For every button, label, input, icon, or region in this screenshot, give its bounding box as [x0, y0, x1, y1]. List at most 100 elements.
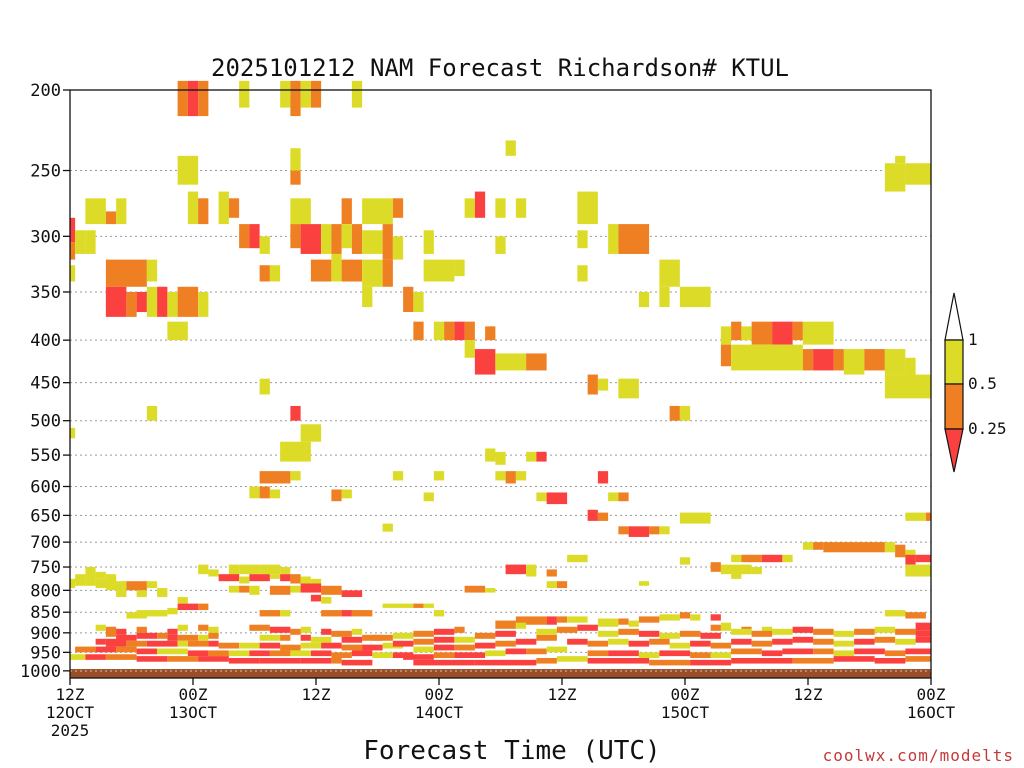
site-credit[interactable]: coolwx.com/modelts	[823, 746, 1014, 765]
ri-cell	[177, 80, 188, 117]
ri-cell	[259, 634, 281, 641]
ri-cell	[228, 564, 240, 577]
ri-cell	[495, 353, 527, 371]
ri-cell	[228, 650, 250, 657]
ri-cell	[300, 642, 322, 649]
x-tick-label: 00Z	[917, 685, 946, 704]
ri-cell	[321, 610, 342, 617]
x-tick-label: 12Z	[794, 685, 823, 704]
plot-frame	[69, 89, 932, 679]
y-tick-label: 800	[30, 581, 61, 601]
ri-cell	[300, 80, 311, 108]
ri-cell	[536, 634, 557, 641]
ri-cell	[300, 576, 311, 586]
ri-cell	[874, 636, 896, 643]
ri-cell	[167, 291, 178, 317]
ri-cell	[362, 230, 383, 254]
ri-cell	[731, 344, 803, 371]
ri-cell	[618, 378, 639, 399]
ri-cell	[280, 441, 311, 462]
ri-cell	[505, 648, 527, 655]
ri-cell	[833, 349, 844, 371]
ri-cell	[75, 230, 86, 254]
ri-cell	[413, 646, 434, 653]
ri-cell	[280, 80, 291, 108]
ri-cell	[105, 259, 147, 287]
ri-cell	[239, 642, 260, 649]
ri-cell	[905, 512, 926, 521]
ri-cell	[454, 626, 465, 633]
ri-cell	[239, 585, 250, 593]
y-tick-label: 600	[30, 477, 61, 497]
ri-cell	[505, 471, 516, 484]
ri-cell	[884, 542, 896, 553]
ri-cell	[341, 659, 373, 666]
ri-cell	[382, 259, 393, 287]
ri-cell	[546, 569, 557, 577]
ri-cell	[269, 585, 291, 595]
ri-cell	[618, 628, 639, 635]
ri-cell	[249, 486, 260, 499]
y-tick-label: 250	[30, 162, 61, 182]
ri-cell	[669, 405, 680, 421]
x-axis-label: Forecast Time (UTC)	[363, 736, 660, 766]
ri-cell	[679, 557, 691, 565]
ri-cell	[690, 614, 701, 621]
colorbar-bin	[944, 383, 964, 430]
ri-cell	[146, 405, 158, 421]
ri-cell	[187, 80, 199, 117]
ri-cell	[300, 224, 322, 254]
ri-cell	[792, 636, 814, 643]
ri-cell	[731, 648, 762, 655]
ri-cell	[454, 652, 486, 658]
ri-cell	[474, 632, 496, 639]
ri-cell	[126, 581, 147, 591]
ri-cell	[792, 657, 834, 664]
ri-cell	[167, 321, 188, 341]
ri-cell	[884, 349, 906, 375]
ri-cell	[423, 230, 434, 254]
ri-cell	[105, 638, 127, 647]
ri-cell	[843, 349, 865, 375]
ri-cell	[495, 236, 506, 254]
colorbar-bin	[944, 428, 964, 473]
ri-cell	[854, 628, 875, 635]
ri-cell	[556, 616, 568, 623]
ri-cell	[720, 622, 732, 631]
ri-cell	[638, 291, 650, 308]
ri-cell	[362, 259, 383, 287]
heatmap-cells	[70, 80, 931, 666]
ri-cell	[433, 471, 445, 481]
x-tick-label: 00Z	[179, 685, 208, 704]
ri-cell	[546, 646, 568, 653]
ri-cell	[146, 581, 158, 589]
ri-cell	[392, 236, 404, 260]
ri-cell	[905, 612, 926, 619]
ri-cell	[413, 603, 424, 608]
ri-cell	[413, 630, 434, 637]
ri-cell	[310, 594, 322, 602]
ri-cell	[331, 657, 342, 664]
ri-cell	[515, 198, 527, 218]
ri-cell	[85, 654, 106, 660]
ri-cell	[331, 253, 342, 282]
ri-cell	[228, 585, 240, 593]
ri-cell	[710, 642, 732, 649]
ri-cell	[136, 291, 147, 313]
ri-cell	[105, 286, 127, 317]
ri-cell	[341, 644, 363, 651]
ri-cell	[239, 80, 250, 108]
ri-cell	[259, 378, 270, 395]
ri-cell	[710, 652, 732, 658]
ri-cell	[126, 291, 137, 317]
ri-cell	[187, 640, 209, 647]
ri-cell	[259, 486, 270, 499]
ri-cell	[341, 259, 363, 282]
ri-cell	[70, 654, 86, 660]
ri-cell	[618, 224, 650, 254]
ri-cell	[577, 624, 598, 631]
ri-cell	[198, 634, 209, 641]
ri-cell	[474, 191, 486, 218]
ri-cell	[505, 564, 527, 575]
ri-cell	[146, 640, 178, 647]
